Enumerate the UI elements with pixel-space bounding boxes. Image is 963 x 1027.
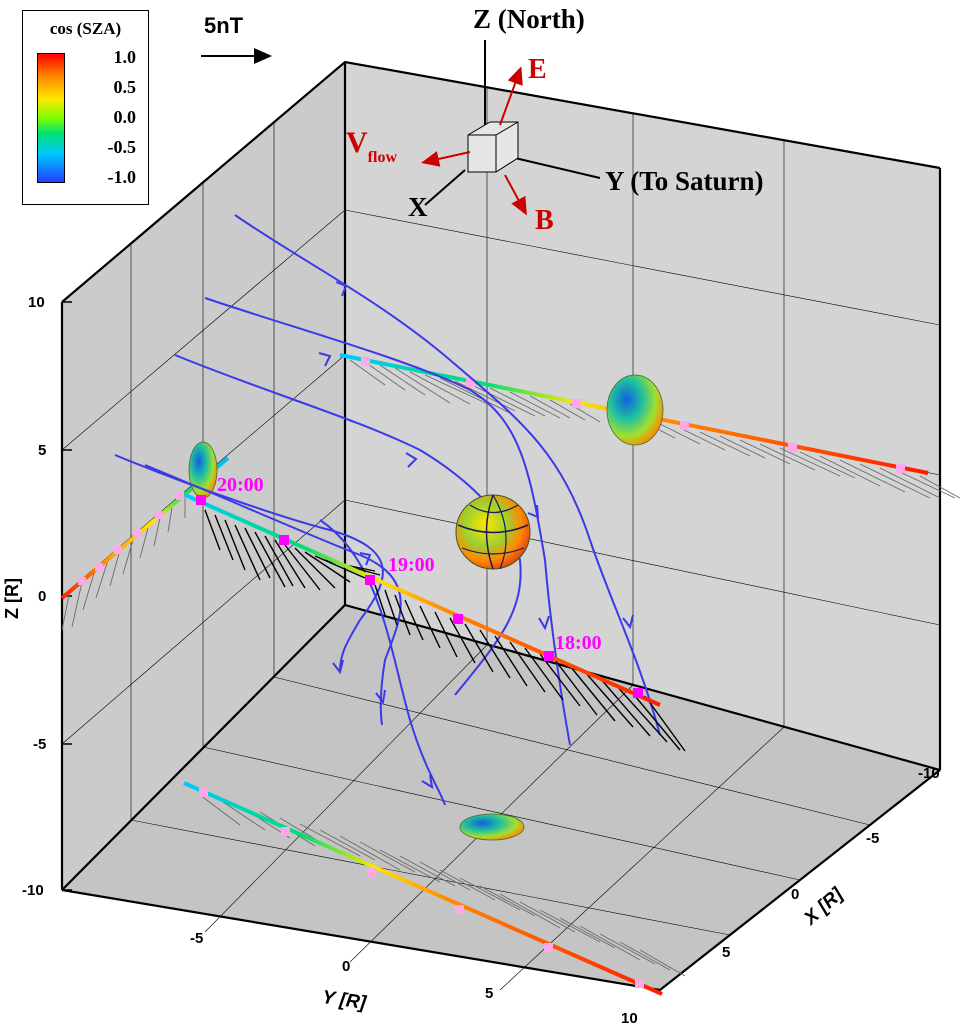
x-tick-5: 5 bbox=[722, 944, 731, 961]
z-tick-m5: -5 bbox=[33, 736, 47, 753]
legend-tick-1: 1.0 bbox=[113, 47, 137, 67]
floor-track bbox=[183, 781, 663, 996]
y-tick-0: 0 bbox=[342, 958, 351, 975]
triad-v-label: Vflow bbox=[346, 126, 397, 166]
floor-samples bbox=[199, 788, 644, 988]
legend-title: cos (SZA) bbox=[49, 19, 122, 38]
scale-vector-label: 5nT bbox=[204, 13, 244, 38]
legend-colorbar bbox=[37, 53, 65, 183]
z-tick-0: 0 bbox=[38, 588, 47, 605]
triad-y-label: Y (To Saturn) bbox=[605, 166, 764, 196]
y-tick-5: 5 bbox=[485, 985, 494, 1002]
left-wall-samples bbox=[78, 492, 184, 585]
moon-floor-projection bbox=[459, 813, 525, 841]
legend-tick-4: -0.5 bbox=[107, 137, 137, 157]
triad-x-label: X bbox=[408, 192, 428, 222]
field-lines bbox=[114, 214, 661, 806]
legend-tick-3: 0.0 bbox=[113, 107, 137, 127]
x-tick-m5: -5 bbox=[866, 830, 880, 847]
time-label-1800: 18:00 bbox=[555, 632, 602, 654]
legend-tick-5: -1.0 bbox=[107, 167, 137, 187]
color-legend: cos (SZA) 1.0 0.5 0.0 -0.5 -1.0 bbox=[22, 10, 149, 205]
z-axis-ticks bbox=[62, 301, 72, 891]
triad-e-label: E bbox=[528, 54, 547, 85]
trajectory-vectors bbox=[204, 509, 686, 752]
y-tick-m5: -5 bbox=[190, 930, 204, 947]
coordinate-triad bbox=[421, 40, 601, 216]
left-wall-projection-vectors bbox=[61, 498, 186, 631]
floor-plane bbox=[62, 605, 940, 990]
z-tick-m10: -10 bbox=[22, 882, 44, 899]
floor-projection-vectors bbox=[199, 794, 686, 977]
x-tick-m10: -10 bbox=[918, 765, 940, 782]
floor-grid bbox=[130, 644, 871, 991]
back-wall-samples bbox=[361, 357, 905, 473]
moon-back-wall-projection bbox=[606, 374, 664, 446]
legend-tick-2: 0.5 bbox=[113, 77, 137, 97]
moon-sphere bbox=[455, 494, 531, 570]
time-label-1900: 19:00 bbox=[388, 554, 435, 576]
x-tick-0: 0 bbox=[791, 886, 800, 903]
main-trajectory-samples bbox=[196, 495, 643, 698]
time-label-2000: 20:00 bbox=[217, 474, 264, 496]
triad-b-label: B bbox=[535, 205, 554, 236]
z-axis-title: Z [R] bbox=[1, 578, 22, 619]
y-tick-10: 10 bbox=[621, 1010, 638, 1027]
main-trajectory bbox=[184, 493, 661, 707]
field-line-arrows bbox=[318, 281, 634, 789]
triad-z-label: Z (North) bbox=[473, 4, 585, 34]
z-tick-10: 10 bbox=[28, 294, 45, 311]
z-tick-5: 5 bbox=[38, 442, 47, 459]
